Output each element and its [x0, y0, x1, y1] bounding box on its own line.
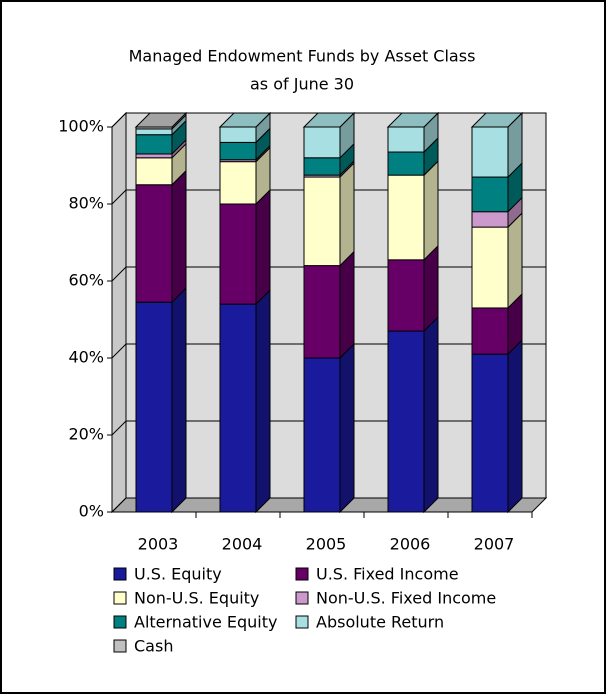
bar — [135, 134, 173, 155]
legend-label: U.S. Fixed Income — [316, 565, 459, 584]
legend-swatch — [295, 567, 309, 581]
legend-swatch — [295, 615, 309, 629]
bar-side — [507, 338, 523, 514]
y-tick-label: 60% — [68, 271, 104, 290]
bar-side — [339, 250, 355, 360]
bar — [135, 157, 173, 186]
x-tick-label: 2004 — [222, 535, 263, 554]
side-wall — [111, 111, 127, 514]
bar — [219, 203, 257, 305]
y-tick-label: 100% — [58, 117, 104, 136]
grid-line-side — [111, 112, 127, 128]
legend-label: Non-U.S. Equity — [134, 589, 259, 608]
bar — [387, 330, 425, 513]
legend-swatch — [113, 615, 127, 629]
y-tick-label: 40% — [68, 348, 104, 367]
legend-label: Alternative Equity — [134, 613, 277, 632]
legend-swatch — [113, 591, 127, 605]
bar — [219, 126, 257, 143]
bar — [219, 303, 257, 513]
bar-side — [423, 315, 439, 514]
bar-side — [171, 286, 187, 514]
grid-line-side — [111, 266, 127, 282]
bar-top — [302, 112, 356, 128]
bar — [135, 301, 173, 513]
bar — [471, 307, 509, 355]
x-tick-label: 2003 — [138, 535, 179, 554]
x-tick-label: 2006 — [390, 535, 431, 554]
y-tick-label: 80% — [68, 194, 104, 213]
y-tick-label: 20% — [68, 425, 104, 444]
bar — [303, 157, 341, 176]
bar — [303, 357, 341, 513]
legend-label: U.S. Equity — [134, 565, 222, 584]
bar — [471, 226, 509, 309]
legend-label: Non-U.S. Fixed Income — [316, 589, 496, 608]
bar-top — [386, 112, 440, 128]
bar-side — [339, 342, 355, 514]
bar — [219, 161, 257, 205]
grid-line-side — [111, 343, 127, 359]
bar-side — [255, 188, 271, 306]
bar-side — [339, 161, 355, 267]
bar-top — [218, 112, 272, 128]
bar — [219, 141, 257, 161]
bar-top — [134, 112, 188, 128]
bar-side — [171, 169, 187, 304]
bar — [471, 353, 509, 513]
bar-side — [507, 211, 523, 310]
x-tick-label: 2005 — [306, 535, 347, 554]
legend-label: Cash — [134, 637, 173, 656]
grid-line-side — [111, 189, 127, 205]
grid-line-side — [111, 497, 127, 513]
bar-side — [423, 244, 439, 333]
chart-title: Managed Endowment Funds by Asset Class — [129, 47, 476, 66]
legend-swatch — [295, 591, 309, 605]
bar-top — [470, 112, 524, 128]
grid-line-side — [111, 420, 127, 436]
bar — [471, 176, 509, 213]
bar — [387, 259, 425, 332]
bar — [303, 126, 341, 159]
legend-swatch — [113, 567, 127, 581]
bar — [387, 174, 425, 261]
bar — [387, 151, 425, 176]
bar — [471, 126, 509, 178]
bar-side — [255, 288, 271, 514]
bar — [135, 184, 173, 303]
y-tick-label: 0% — [79, 502, 104, 521]
bar — [303, 265, 341, 359]
bar — [387, 126, 425, 153]
bar — [303, 176, 341, 267]
bar — [135, 153, 173, 159]
chart-subtitle: as of June 30 — [250, 75, 354, 94]
legend-label: Absolute Return — [316, 613, 444, 632]
legend-swatch — [113, 639, 127, 653]
bar — [135, 128, 173, 136]
x-tick-label: 2007 — [474, 535, 515, 554]
bar — [471, 211, 509, 228]
bar-side — [423, 159, 439, 262]
